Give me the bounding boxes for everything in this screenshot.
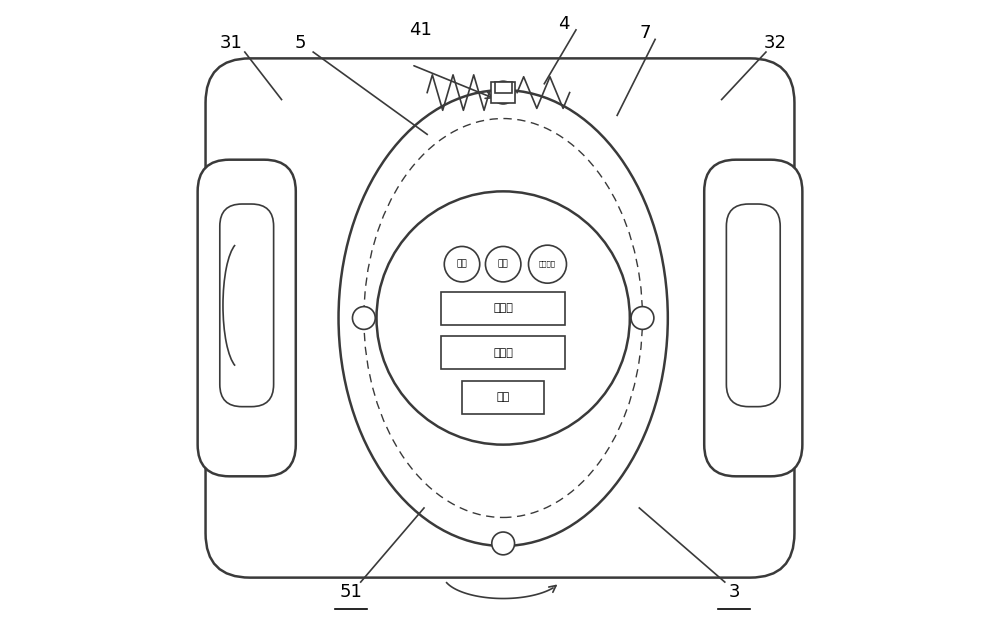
Circle shape — [444, 246, 480, 282]
FancyBboxPatch shape — [704, 160, 802, 476]
FancyBboxPatch shape — [220, 204, 274, 406]
Text: 32: 32 — [764, 34, 787, 52]
Text: 调压气阀: 调压气阀 — [539, 261, 556, 268]
Circle shape — [631, 307, 654, 329]
FancyBboxPatch shape — [206, 59, 794, 577]
Text: 51: 51 — [340, 583, 363, 600]
Text: 3: 3 — [729, 583, 740, 600]
FancyBboxPatch shape — [462, 381, 544, 413]
FancyBboxPatch shape — [495, 83, 512, 93]
Text: 31: 31 — [219, 34, 242, 52]
Text: 頻率: 頻率 — [498, 259, 509, 268]
Text: 7: 7 — [640, 24, 651, 42]
Text: 5: 5 — [295, 34, 306, 52]
Circle shape — [352, 307, 375, 329]
Circle shape — [492, 81, 515, 104]
FancyBboxPatch shape — [491, 83, 515, 102]
Text: 时弹: 时弹 — [497, 392, 510, 402]
Circle shape — [528, 245, 566, 283]
FancyBboxPatch shape — [726, 204, 780, 406]
FancyBboxPatch shape — [441, 292, 565, 325]
Text: 电量条: 电量条 — [493, 348, 513, 358]
Circle shape — [485, 246, 521, 282]
FancyBboxPatch shape — [198, 160, 296, 476]
Circle shape — [377, 191, 630, 445]
Text: 4: 4 — [558, 15, 569, 32]
FancyBboxPatch shape — [441, 336, 565, 370]
Text: 41: 41 — [409, 21, 432, 39]
Text: 力量条: 力量条 — [493, 303, 513, 314]
Circle shape — [492, 532, 515, 555]
Text: 开关: 开关 — [457, 259, 467, 268]
Ellipse shape — [339, 90, 668, 546]
